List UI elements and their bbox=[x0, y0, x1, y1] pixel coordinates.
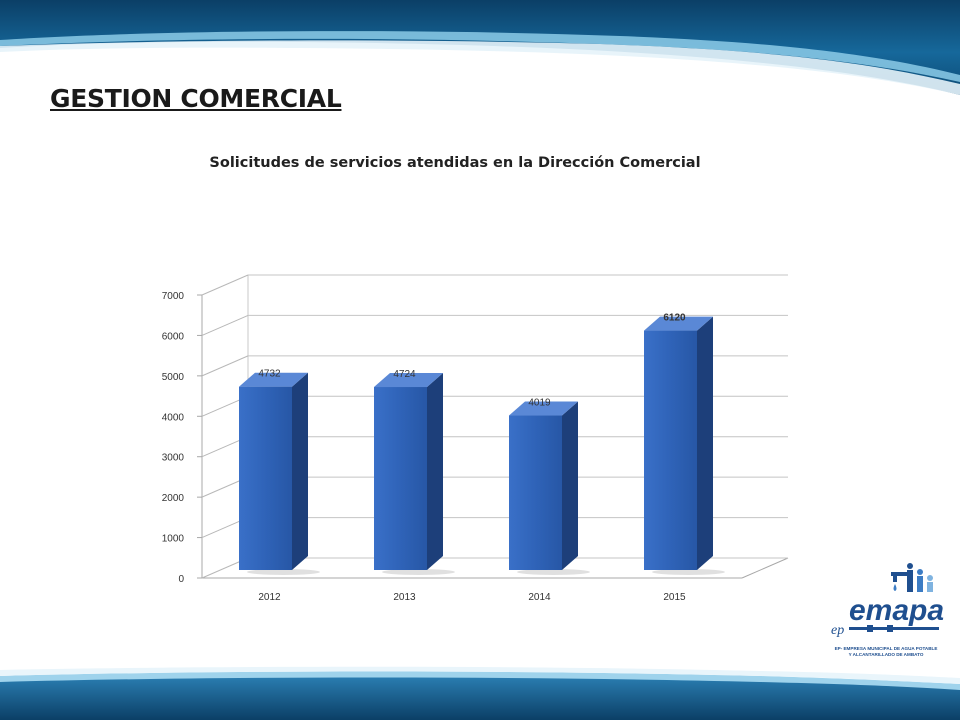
footer-wave-band bbox=[0, 666, 960, 720]
logo-caption-line-2: Y ALCANTARILLADO DE AMBATO bbox=[848, 651, 924, 657]
y-tick-label: 6000 bbox=[162, 331, 185, 342]
bar-shadow bbox=[382, 569, 455, 575]
data-label: 4724 bbox=[393, 369, 416, 380]
bar-shadow bbox=[652, 569, 725, 575]
chart-title: Solicitudes de servicios atendidas en la… bbox=[209, 155, 701, 171]
emapa-logo-name: emapa bbox=[849, 594, 944, 627]
x-tick-label: 2012 bbox=[258, 592, 281, 603]
y-tick-label: 7000 bbox=[162, 291, 185, 302]
data-labels: 4732 4724 4019 6120 bbox=[258, 313, 686, 409]
y-tick-label: 5000 bbox=[162, 372, 185, 383]
bar-side bbox=[292, 372, 308, 570]
floor-edge-line bbox=[741, 557, 789, 579]
bar-2012 bbox=[239, 386, 292, 570]
gridline-diagonal bbox=[201, 355, 249, 377]
bar-top bbox=[644, 316, 713, 331]
chart-bars bbox=[239, 316, 725, 575]
emapa-logo-prefix: ep bbox=[831, 623, 844, 638]
x-tick-label: 2013 bbox=[393, 592, 416, 603]
header-wave-band bbox=[0, 0, 960, 95]
bar-side bbox=[697, 316, 713, 570]
data-label: 4019 bbox=[528, 398, 551, 409]
bar-shadow bbox=[517, 569, 590, 575]
bar-2013 bbox=[374, 387, 427, 570]
data-label: 6120 bbox=[663, 313, 686, 324]
slide-heading: GESTION COMERCIAL bbox=[50, 84, 342, 113]
y-tick-label: 1000 bbox=[162, 534, 185, 545]
x-tick-label: 2014 bbox=[528, 592, 551, 603]
data-label: 4732 bbox=[258, 369, 281, 380]
bar-2014 bbox=[509, 415, 562, 570]
y-axis-ticks: 0 1000 2000 3000 4000 5000 6000 7000 bbox=[162, 291, 185, 585]
bar-top bbox=[509, 401, 578, 416]
x-tick-label: 2015 bbox=[663, 592, 686, 603]
bar-shadow bbox=[247, 569, 320, 575]
bar-side bbox=[427, 373, 443, 570]
bar-top bbox=[374, 373, 443, 388]
y-tick-label: 2000 bbox=[162, 493, 185, 504]
gridline-diagonal bbox=[201, 274, 249, 296]
bar-2015 bbox=[644, 330, 697, 570]
x-axis-ticks: 2012 2013 2014 2015 bbox=[258, 592, 686, 603]
y-tick-label: 3000 bbox=[162, 453, 185, 464]
bar-top bbox=[239, 372, 308, 387]
emapa-logo: emapa ep EP- EMPRESA MUNICIPAL DE AGUA P… bbox=[827, 562, 945, 670]
y-tick-label: 0 bbox=[178, 574, 184, 585]
emapa-logo-icon: emapa ep bbox=[831, 563, 944, 638]
y-tick-label: 4000 bbox=[162, 412, 185, 423]
bar-side bbox=[562, 401, 578, 570]
logo-caption-line-1: EP- EMPRESA MUNICIPAL DE AGUA POTABLE bbox=[834, 646, 938, 651]
gridline-diagonal bbox=[201, 314, 249, 336]
